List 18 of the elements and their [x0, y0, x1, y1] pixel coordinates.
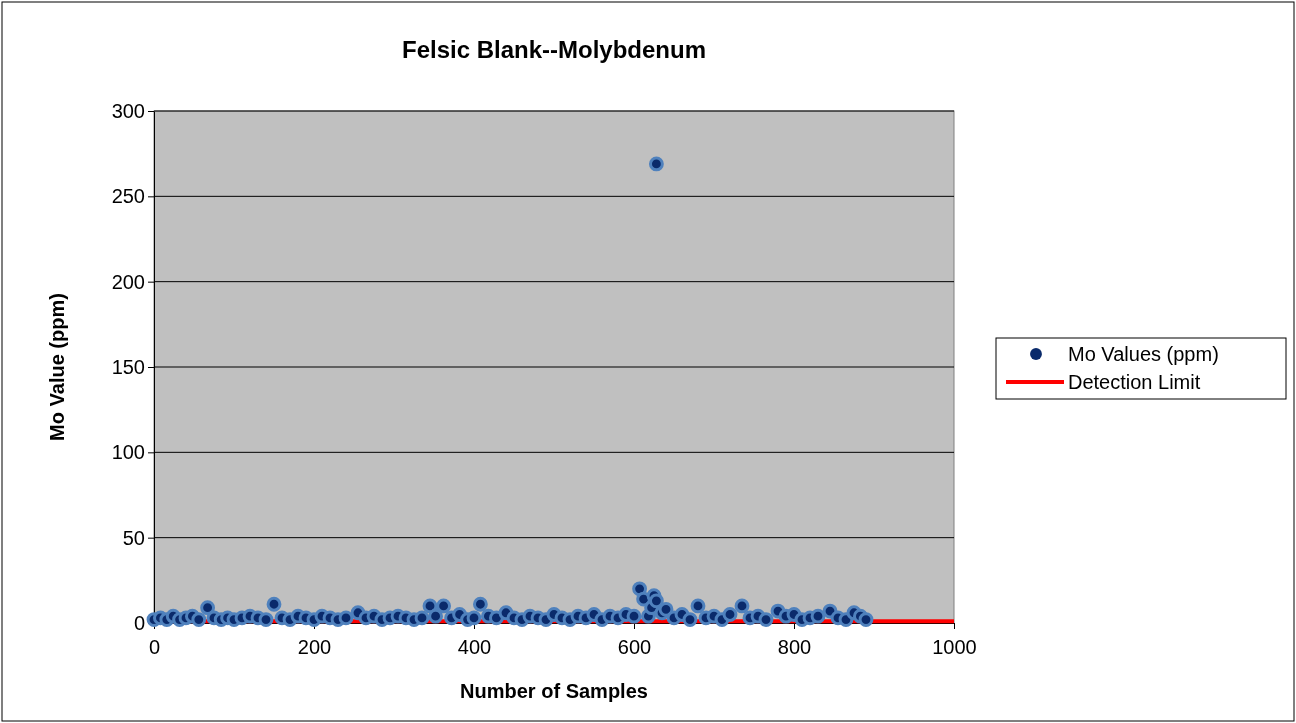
- x-tick-label: 0: [148, 636, 161, 658]
- y-tick-label: 300: [111, 99, 145, 122]
- chart-title: Felsic Blank--Molybdenum: [401, 36, 707, 63]
- x-axis-title: Number of Samples: [460, 680, 648, 702]
- x-tick-label: 1000: [932, 636, 977, 658]
- y-tick-label: 0: [133, 611, 145, 634]
- y-tick-label: 150: [111, 355, 145, 378]
- y-tick-label: 250: [111, 185, 145, 208]
- x-tick-label: 800: [777, 636, 812, 658]
- legend-label: Detection Limit: [1068, 371, 1201, 393]
- y-tick-label: 50: [122, 526, 145, 549]
- y-tick-label: 100: [111, 441, 145, 464]
- x-tick-label: 200: [297, 636, 332, 658]
- x-tick-label: 400: [457, 636, 492, 658]
- y-tick-label: 200: [111, 270, 145, 293]
- legend-label: Mo Values (ppm): [1068, 343, 1219, 365]
- y-axis-title: Mo Value (ppm): [46, 293, 68, 441]
- x-tick-label: 600: [617, 636, 652, 658]
